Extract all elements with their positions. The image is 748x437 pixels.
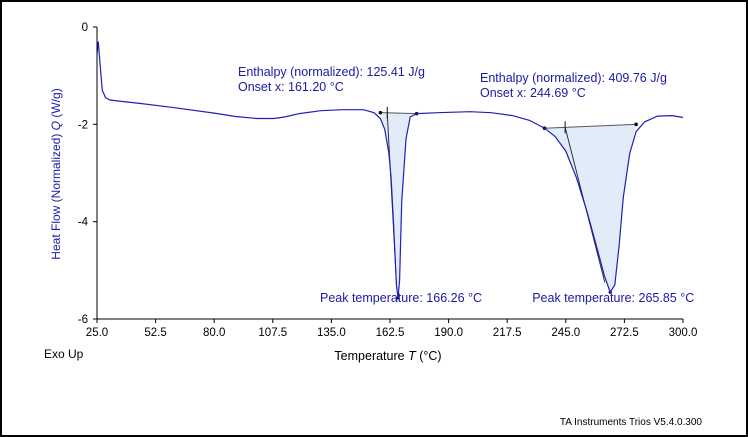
integration-baseline-2 xyxy=(544,123,637,129)
y-axis-label-text: Heat Flow (Normalized) xyxy=(49,134,63,260)
x-tick-label: 135.0 xyxy=(317,327,346,339)
x-tick-label: 190.0 xyxy=(434,327,463,339)
x-tick-label: 300.0 xyxy=(669,327,698,339)
x-tick-label: 107.5 xyxy=(258,327,287,339)
x-axis-label: Temperature T (°C) xyxy=(334,349,441,363)
y-ticks: 0 -2 -4 -6 xyxy=(78,22,97,326)
enthalpy-label-1: Enthalpy (normalized): 125.41 J/g xyxy=(238,65,425,79)
y-tick-label: 0 xyxy=(82,22,88,34)
x-axis-label-unit: (°C) xyxy=(419,349,441,363)
x-ticks: 25.0 52.5 80.0 107.5 135.0 162.5 190.0 217.5 245… xyxy=(86,319,698,339)
y-tick-label: -4 xyxy=(78,217,89,229)
y-tick-label: -2 xyxy=(78,119,88,131)
y-axis-label-symbol: Q xyxy=(49,121,63,130)
x-tick-label: 52.5 xyxy=(144,327,166,339)
onset-label-1: Onset x: 161.20 °C xyxy=(238,80,344,94)
y-axis-label: Heat Flow (Normalized) Q (W/g) xyxy=(49,88,63,259)
peak-fill-1 xyxy=(380,112,417,299)
onset-label-2: Onset x: 244.69 °C xyxy=(480,86,586,100)
peak-temperature-label-2: Peak temperature: 265.85 °C xyxy=(532,291,694,305)
x-tick-label: 245.0 xyxy=(551,327,580,339)
heat-flow-curve xyxy=(97,41,683,299)
x-tick-label: 25.0 xyxy=(86,327,108,339)
peak-fill-2 xyxy=(544,124,637,293)
enthalpy-label-2: Enthalpy (normalized): 409.76 J/g xyxy=(480,71,667,85)
series-lines xyxy=(97,41,683,299)
integration-baseline-1 xyxy=(380,112,417,115)
x-tick-label: 217.5 xyxy=(493,327,522,339)
x-tick-label: 272.5 xyxy=(610,327,639,339)
software-version-label: TA Instruments Trios V5.4.0.300 xyxy=(559,417,702,428)
x-axis-label-text: Temperature xyxy=(334,349,404,363)
baseline-start-marker-1 xyxy=(378,110,383,115)
peak-temperature-label-1: Peak temperature: 166.26 °C xyxy=(320,291,482,305)
y-axis-label-unit: (W/g) xyxy=(49,88,63,117)
baseline-end-marker-2 xyxy=(634,122,638,127)
x-tick-label: 162.5 xyxy=(376,327,405,339)
integration-baselines xyxy=(378,110,638,131)
x-axis-label-symbol: T xyxy=(408,349,417,363)
peak-fills xyxy=(380,112,637,299)
x-tick-label: 80.0 xyxy=(203,327,225,339)
y-tick-label: -6 xyxy=(78,314,88,326)
exo-up-label: Exo Up xyxy=(44,347,84,361)
